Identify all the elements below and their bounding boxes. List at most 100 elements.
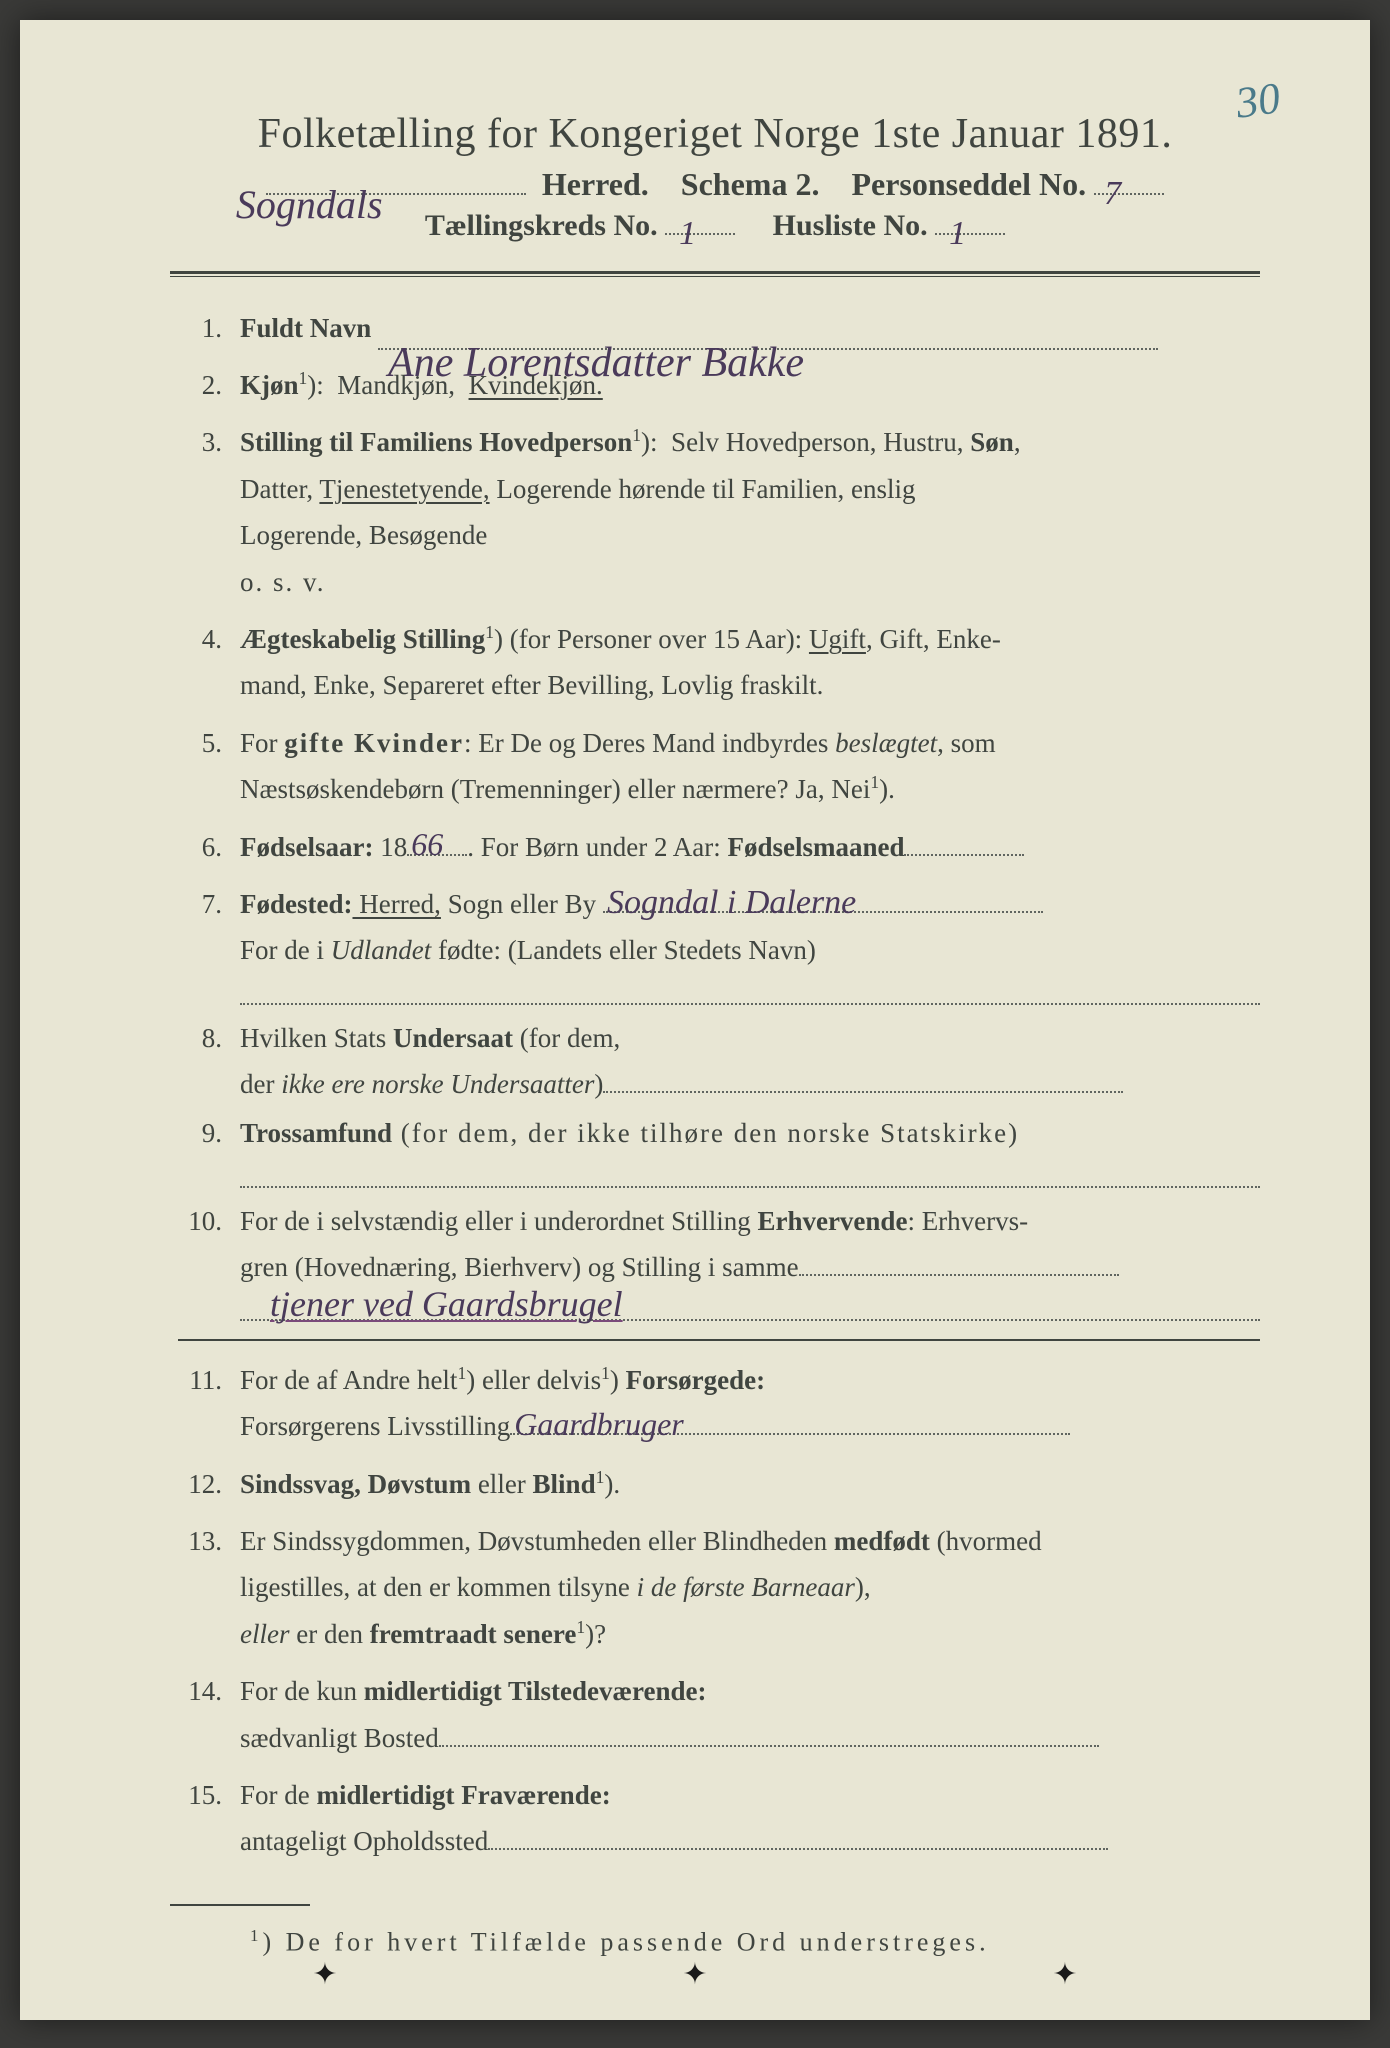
close: ). — [604, 1469, 620, 1499]
forsorgede-bold: Forsørgede: — [626, 1365, 765, 1395]
personseddel-hw: 7 — [1104, 175, 1121, 213]
erhvervende-bold: Erhvervende — [757, 1206, 907, 1236]
form-header: Folketælling for Kongeriget Norge 1ste J… — [170, 110, 1260, 243]
stilling-opts-1: Selv Hovedperson, Hustru, — [671, 427, 970, 457]
row-14-line2: sædvanligt Bosted — [240, 1716, 1260, 1761]
sindssvag-bold: Sindssvag, Døvstum — [240, 1469, 471, 1499]
fodested-hw: Sogndal i Dalerne — [607, 876, 856, 930]
personseddel-field: 7 — [1094, 193, 1164, 195]
row-num: 1. — [178, 307, 240, 350]
row-num: 11. — [178, 1359, 240, 1402]
post: , Gift, Enke- — [866, 624, 1001, 654]
post: (for dem, der ikke tilhøre den norske St… — [392, 1118, 1019, 1148]
row-10-erhvervende: 10. For de i selvstændig eller i underor… — [178, 1200, 1260, 1243]
tjener-hw: tjener ved Gaardsbrugel — [270, 1283, 623, 1325]
name-field: Ane Lorentsdatter Bakke — [378, 348, 1158, 350]
eller-italic: eller — [240, 1619, 289, 1649]
row-8-line2: der ikke ere norske Undersaatter) — [240, 1062, 1260, 1107]
pre: For de kun — [240, 1676, 364, 1706]
star-icon: ✦ — [682, 1957, 707, 1992]
row-14-tilstede: 14. For de kun midlertidigt Tilstedevære… — [178, 1670, 1260, 1713]
pre: For de — [240, 1780, 317, 1810]
gifte-kvinder-bold: gifte Kvinder — [284, 728, 464, 758]
barneaar-italic: i de første Barneaar — [637, 1572, 855, 1602]
row-10-hw-line: tjener ved Gaardsbrugel — [240, 1297, 1260, 1321]
taellingskreds-field: 1 — [665, 233, 735, 235]
row-3-line4: o. s. v. — [240, 560, 1260, 605]
undersaat-bold: Undersaat — [393, 1023, 513, 1053]
row-7-blank-line — [240, 981, 1260, 1005]
sup: 1 — [299, 368, 308, 388]
fodte: fødte: (Landets eller Stedets Navn) — [431, 935, 816, 965]
row-11-forsorgede: 11. For de af Andre helt1) eller delvis1… — [178, 1359, 1260, 1402]
row-8-undersaat: 8. Hvilken Stats Undersaat (for dem, — [178, 1017, 1260, 1060]
post: (for dem, — [513, 1023, 620, 1053]
tilstede-bold: midlertidigt Tilstedeværende: — [364, 1676, 707, 1706]
row-3-stilling: 3. Stilling til Familiens Hovedperson1):… — [178, 421, 1260, 464]
row-1-name: 1. Fuldt Navn Ane Lorentsdatter Bakke — [178, 307, 1260, 350]
tjenestetyende-underlined: Tjenestetyende, — [319, 474, 489, 504]
row-num: 4. — [178, 618, 240, 661]
footnote-rule — [170, 1904, 310, 1906]
row-11-line2: Forsørgerens Livsstilling Gaardbruger — [240, 1404, 1260, 1449]
row-15-line2: antageligt Opholdssted — [240, 1819, 1260, 1864]
form-title: Folketælling for Kongeriget Norge 1ste J… — [170, 110, 1260, 158]
close: )? — [585, 1619, 606, 1649]
after: ): — [307, 370, 324, 400]
bottom-markers: ✦ ✦ ✦ — [20, 1957, 1370, 1992]
close: ) — [594, 1069, 603, 1099]
trossamfund-bold: Trossamfund — [240, 1118, 392, 1148]
gaardbruger-hw: Gaardbruger — [514, 1398, 683, 1451]
row-num: 10. — [178, 1200, 240, 1243]
footnote: 1) De for hvert Tilfælde passende Ord un… — [170, 1926, 1260, 1958]
pre: Hvilken Stats — [240, 1023, 393, 1053]
row-7-line2: For de i Udlandet fødte: (Landets eller … — [240, 928, 1260, 973]
post: ) — [610, 1365, 626, 1395]
row-num: 9. — [178, 1112, 240, 1155]
husliste-field: 1 — [935, 233, 1005, 235]
corner-page-number: 30 — [1233, 72, 1284, 129]
undersaat-field — [603, 1066, 1123, 1093]
er-den: er den — [289, 1619, 369, 1649]
row-13-line2: ligestilles, at den er kommen tilsyne i … — [240, 1565, 1260, 1610]
section-rule — [178, 1339, 1260, 1341]
row-13-medfodt: 13. Er Sindssygdommen, Døvstumheden elle… — [178, 1520, 1260, 1563]
footnote-sup: 1 — [250, 1926, 262, 1945]
fodselsmaaned-label: Fødselsmaaned — [727, 832, 904, 862]
sup2: 1 — [601, 1363, 610, 1383]
livsstilling-field: Gaardbruger — [510, 1408, 1070, 1435]
fodested-label: Fødested: — [240, 889, 352, 919]
row-7-birthplace: 7. Fødested: Herred, Sogn eller By Sognd… — [178, 883, 1260, 926]
row-6-birthyear: 6. Fødselsaar: 1866. For Børn under 2 Aa… — [178, 826, 1260, 869]
sup: 1 — [576, 1617, 585, 1637]
after: ) (for Personer over 15 Aar): — [494, 624, 809, 654]
eller: eller — [471, 1469, 532, 1499]
aegteskab-label: Ægteskabelig Stilling — [240, 624, 485, 654]
header-rule — [170, 271, 1260, 277]
row-5-gifte: 5. For gifte Kvinder: Er De og Deres Man… — [178, 722, 1260, 765]
row-num: 6. — [178, 826, 240, 869]
herred-label: Herred. — [542, 166, 649, 202]
pre: For — [240, 728, 284, 758]
fodested-field: Sogndal i Dalerne — [603, 886, 1043, 913]
fravaerende-bold: midlertidigt Fraværende: — [317, 1780, 611, 1810]
star-icon: ✦ — [1052, 1957, 1077, 1992]
husliste-hw: 1 — [949, 215, 966, 253]
close: ). — [879, 774, 895, 804]
row-4-marital: 4. Ægteskabelig Stilling1) (for Personer… — [178, 618, 1260, 661]
row-12-sindssvag: 12. Sindssvag, Døvstum eller Blind1). — [178, 1463, 1260, 1506]
schema-label: Schema 2. — [681, 166, 820, 202]
personseddel-label: Personseddel No. — [851, 166, 1086, 202]
sogn-eller-by: Sogn eller By — [441, 889, 596, 919]
year-field: 66 — [407, 829, 467, 856]
row-num: 2. — [178, 364, 240, 407]
son-bold: Søn — [970, 427, 1014, 457]
der: der — [240, 1069, 281, 1099]
opholdssted-field — [488, 1823, 1108, 1850]
year-18: 18 — [373, 832, 407, 862]
herred-handwriting: Sogndals — [236, 181, 496, 228]
stilling-label: Stilling til Familiens Hovedperson — [240, 427, 632, 457]
header-line-2: Sogndals Herred. Schema 2. Personseddel … — [170, 166, 1260, 203]
for-de-i: For de i — [240, 935, 331, 965]
medfodt-bold: medfødt — [834, 1526, 930, 1556]
